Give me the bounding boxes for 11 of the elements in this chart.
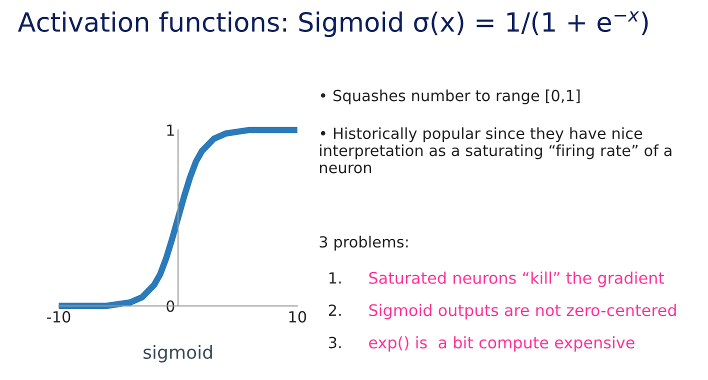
text: 3 problems: <box>320 236 408 251</box>
y-tick-label: 1 <box>167 124 174 136</box>
text: • Historically popular since they have nice interpretation as a saturating “firing rate” of a neuron <box>320 127 672 174</box>
text: 3. exp() is a bit compute expensive <box>328 336 634 352</box>
x-axis-title: sigmoid <box>144 344 212 362</box>
text: 1. Saturated neurons “kill” the gradient <box>329 272 664 288</box>
text: • Squashes number to range [0,1] <box>320 90 580 104</box>
text: 2. Sigmoid outputs are not zero-centered <box>328 304 676 320</box>
chart-title: Activation functions: Sigmoid σ(x) = 1/(1 + e$^{−x}$) <box>18 11 648 38</box>
x-tick-label: 10 <box>289 311 306 323</box>
x-tick-label: -10 <box>47 311 70 323</box>
